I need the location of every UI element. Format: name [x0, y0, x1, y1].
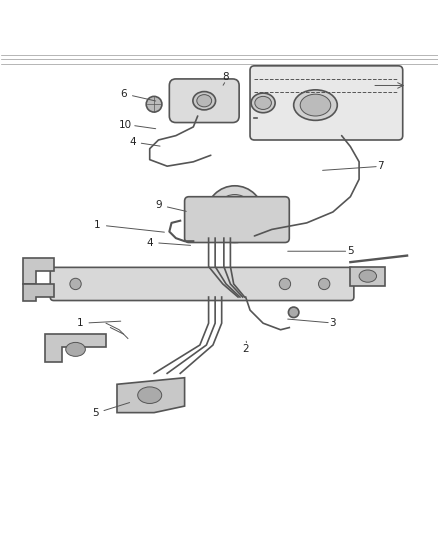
- Circle shape: [288, 307, 298, 318]
- Polygon shape: [23, 258, 53, 284]
- FancyBboxPatch shape: [250, 66, 402, 140]
- Text: 5: 5: [92, 408, 98, 418]
- Circle shape: [226, 206, 242, 222]
- Text: 7: 7: [377, 161, 383, 171]
- Polygon shape: [350, 266, 385, 286]
- Ellipse shape: [358, 270, 376, 282]
- Text: 5: 5: [346, 246, 353, 256]
- Circle shape: [70, 278, 81, 289]
- Ellipse shape: [254, 96, 271, 109]
- Text: 1: 1: [76, 318, 83, 328]
- Text: 8: 8: [222, 72, 229, 82]
- Text: 1: 1: [94, 220, 100, 230]
- Text: 4: 4: [146, 238, 153, 247]
- Ellipse shape: [300, 94, 330, 116]
- Circle shape: [146, 96, 162, 112]
- Text: 9: 9: [155, 200, 161, 211]
- FancyBboxPatch shape: [169, 79, 239, 123]
- FancyBboxPatch shape: [184, 197, 289, 243]
- Circle shape: [279, 278, 290, 289]
- Circle shape: [318, 278, 329, 289]
- Text: 6: 6: [120, 89, 127, 99]
- Polygon shape: [117, 378, 184, 413]
- Ellipse shape: [138, 387, 161, 403]
- Ellipse shape: [251, 93, 275, 113]
- Ellipse shape: [293, 90, 336, 120]
- Text: 10: 10: [119, 120, 132, 130]
- Text: 2: 2: [242, 344, 248, 354]
- Text: 4: 4: [129, 137, 135, 147]
- Ellipse shape: [66, 342, 85, 357]
- Text: 3: 3: [329, 318, 336, 328]
- Ellipse shape: [192, 92, 215, 110]
- Polygon shape: [45, 334, 106, 362]
- Ellipse shape: [196, 95, 211, 107]
- Circle shape: [215, 195, 254, 234]
- Polygon shape: [23, 284, 53, 301]
- Circle shape: [206, 186, 262, 243]
- FancyBboxPatch shape: [50, 268, 353, 301]
